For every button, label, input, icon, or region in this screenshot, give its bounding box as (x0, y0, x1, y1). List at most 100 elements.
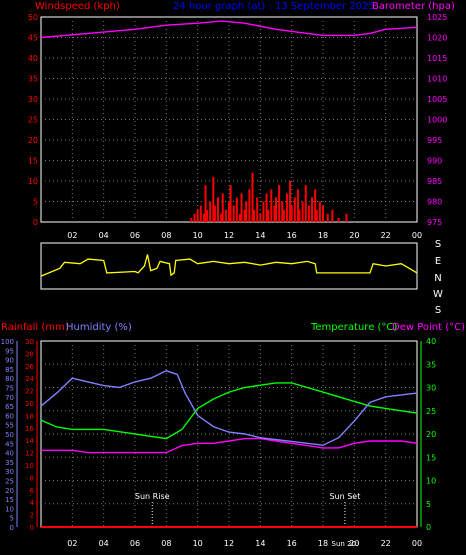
baro-tick-label: 995 (427, 136, 442, 145)
humidity-tick-label: 45 (5, 440, 14, 448)
rainfall-label: Rainfall (mm) (1, 322, 69, 333)
humidity-tick-label: 20 (5, 487, 14, 495)
temperature-tick-label: 0 (426, 523, 431, 532)
temperature-tick-label: 25 (426, 407, 436, 416)
wind-bar (270, 189, 273, 222)
top-x-tick-label: 22 (381, 231, 391, 240)
wind-bar (243, 209, 246, 222)
wind-bar (345, 213, 348, 222)
temperature-line (40, 382, 418, 440)
rain-tick-label: 8 (30, 474, 34, 482)
wind-bar (278, 185, 281, 222)
temperature-tick-label: 15 (426, 453, 436, 462)
wind-bar (213, 205, 216, 222)
wind-bar (224, 209, 227, 222)
windspeed-label: Windspeed (kph) (35, 1, 120, 12)
wind-bar (253, 209, 256, 222)
wind-tick-label: 30 (28, 95, 38, 104)
sunrise-label: Sun Rise (135, 492, 170, 501)
wind-bar (293, 197, 296, 222)
wind-bar (337, 217, 340, 222)
wind-bar (298, 209, 301, 222)
rain-tick-label: 22 (25, 388, 34, 396)
wind-bar (282, 209, 285, 222)
wind-bar (331, 209, 334, 222)
compass-label: N (434, 273, 441, 284)
temperature-tick-label: 10 (426, 477, 436, 486)
wind-tick-label: 50 (28, 13, 38, 22)
wind-bar (190, 217, 193, 222)
bottom-x-tick-label: 12 (224, 539, 234, 548)
humidity-tick-label: 75 (5, 385, 14, 393)
wind-bar (251, 172, 254, 222)
baro-tick-label: 1000 (427, 116, 447, 125)
humidity-tick-label: 25 (5, 478, 14, 486)
barometer-line (40, 20, 418, 39)
wind-bar (314, 189, 317, 222)
wind-bar (307, 205, 310, 222)
bottom-x-tick-label: 04 (99, 539, 109, 548)
rain-tick-label: 0 (30, 524, 34, 532)
top-x-tick-label: 14 (255, 231, 265, 240)
top-x-tick-label: 00 (412, 231, 422, 240)
temperature-tick-label: 30 (426, 384, 436, 393)
baro-tick-label: 1010 (427, 75, 447, 84)
wind-tick-label: 35 (28, 75, 38, 84)
compass-label: S (435, 239, 441, 250)
wind-bar (209, 201, 212, 222)
wind-tick-label: 0 (33, 218, 38, 227)
top-x-tick-label: 10 (193, 231, 203, 240)
wind-tick-label: 20 (28, 136, 38, 145)
humidity-tick-label: 15 (5, 496, 14, 504)
wind-bar (238, 213, 241, 222)
wind-bar (322, 205, 324, 222)
wind-bar (199, 205, 202, 222)
wind-bar (290, 205, 293, 222)
temperature-label: Temperature (°C) (310, 322, 397, 333)
humidity-tick-label: 80 (5, 375, 14, 383)
dewpoint-line (41, 437, 418, 454)
baro-tick-label: 1025 (427, 13, 447, 22)
chart-title: 24 hour graph (at) : 13 September 2025 (173, 1, 375, 12)
weather-panel: 0510152025303540051015202530354045505560… (1, 337, 437, 548)
compass-label: W (433, 289, 443, 300)
compass-label: S (435, 305, 441, 316)
bottom-x-tick-label: 02 (67, 539, 77, 548)
wind-bar (196, 209, 199, 222)
top-x-tick-label: 08 (161, 231, 171, 240)
wind-bar (229, 185, 232, 222)
wind-bar (318, 201, 321, 222)
bottom-x-tick-label: 20 (349, 539, 359, 548)
baro-tick-label: 1015 (427, 54, 447, 63)
rain-tick-label: 10 (25, 462, 34, 470)
humidity-tick-label: 95 (5, 347, 14, 355)
wind-bar (221, 193, 224, 222)
wind-bar (232, 205, 235, 222)
humidity-tick-label: 5 (10, 515, 14, 523)
wind-bar (285, 193, 288, 222)
wind-bar (275, 197, 277, 222)
bottom-x-tick-label: 10 (193, 539, 203, 548)
rain-tick-label: 28 (25, 350, 34, 358)
top-x-tick-label: 04 (99, 231, 109, 240)
rain-tick-label: 6 (30, 487, 35, 495)
top-x-tick-label: 20 (349, 231, 359, 240)
wind-baro-panel: 0510152025303540455097598098599099510001… (28, 13, 448, 240)
compass-label: E (435, 256, 441, 267)
barometer-label: Barometer (hpa) (372, 1, 455, 12)
humidity-tick-label: 0 (10, 524, 14, 532)
humidity-label: Humidity (%) (66, 322, 132, 333)
wind-bar (217, 197, 220, 222)
wind-bar (202, 213, 205, 222)
wind-tick-label: 5 (33, 198, 38, 207)
temperature-tick-label: 20 (426, 430, 436, 439)
sun-bottom-label: Sun 20: (332, 540, 359, 548)
dewpoint-label: Dew Point (°C) (392, 322, 465, 333)
bottom-x-tick-label: 00 (412, 539, 422, 548)
baro-tick-label: 1005 (427, 95, 447, 104)
wind-bar (267, 209, 270, 222)
bottom-x-tick-label: 18 (318, 539, 328, 548)
wind-bar (311, 197, 314, 222)
